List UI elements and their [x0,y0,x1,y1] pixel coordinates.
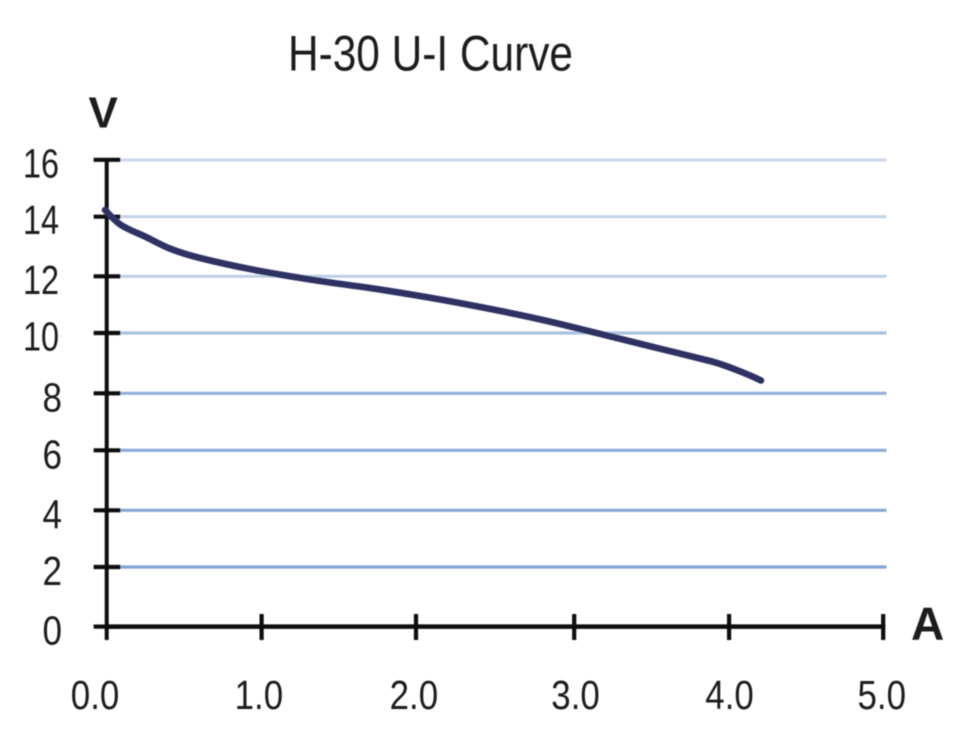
svg-text:1.0: 1.0 [235,672,284,718]
svg-text:H-30 U-I Curve: H-30 U-I Curve [288,26,573,82]
svg-text:2.0: 2.0 [390,672,439,718]
svg-text:10: 10 [23,314,59,360]
svg-text:8: 8 [43,374,63,420]
svg-text:V: V [89,89,119,138]
svg-text:6: 6 [43,431,63,477]
svg-text:14: 14 [23,197,59,243]
svg-text:4.0: 4.0 [705,672,754,718]
svg-text:4: 4 [43,491,63,537]
svg-text:16: 16 [23,141,59,187]
svg-text:12: 12 [23,257,59,303]
svg-text:0.0: 0.0 [71,672,120,718]
svg-text:0: 0 [43,608,63,654]
svg-text:5.0: 5.0 [858,672,907,718]
svg-text:3.0: 3.0 [551,672,600,718]
svg-text:A: A [911,598,944,650]
svg-text:2: 2 [43,548,63,594]
